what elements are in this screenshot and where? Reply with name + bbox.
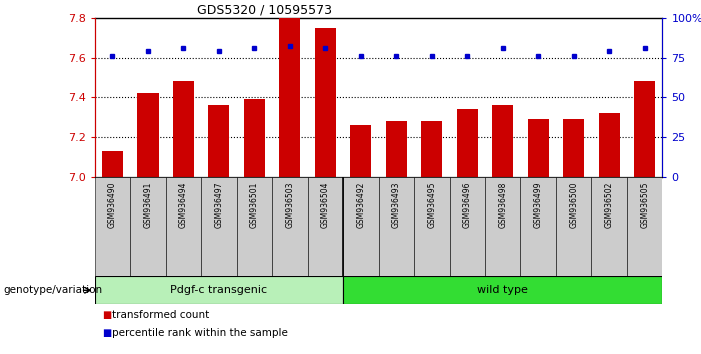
Bar bbox=[201, 177, 237, 276]
Bar bbox=[627, 177, 662, 276]
Bar bbox=[520, 177, 556, 276]
Text: GSM936502: GSM936502 bbox=[605, 182, 613, 228]
Bar bbox=[272, 177, 308, 276]
Bar bbox=[279, 18, 301, 177]
Text: GSM936501: GSM936501 bbox=[250, 182, 259, 228]
Bar bbox=[634, 81, 655, 177]
Bar bbox=[236, 177, 272, 276]
Bar bbox=[563, 119, 585, 177]
Text: GDS5320 / 10595573: GDS5320 / 10595573 bbox=[197, 4, 332, 17]
Text: GSM936504: GSM936504 bbox=[321, 182, 329, 228]
Bar bbox=[379, 177, 414, 276]
Text: GSM936499: GSM936499 bbox=[533, 182, 543, 228]
Bar bbox=[315, 28, 336, 177]
Text: genotype/variation: genotype/variation bbox=[4, 285, 102, 295]
Bar bbox=[172, 81, 194, 177]
Text: GSM936496: GSM936496 bbox=[463, 182, 472, 228]
Bar bbox=[528, 119, 549, 177]
Text: Pdgf-c transgenic: Pdgf-c transgenic bbox=[170, 285, 267, 295]
Text: GSM936495: GSM936495 bbox=[428, 182, 436, 228]
Text: ■: ■ bbox=[102, 310, 111, 320]
Text: GSM936503: GSM936503 bbox=[285, 182, 294, 228]
Text: transformed count: transformed count bbox=[112, 310, 210, 320]
Bar bbox=[208, 105, 229, 177]
Bar bbox=[599, 113, 620, 177]
Bar bbox=[343, 276, 662, 304]
Text: GSM936490: GSM936490 bbox=[108, 182, 117, 228]
Bar bbox=[350, 125, 372, 177]
Bar bbox=[137, 93, 158, 177]
Bar bbox=[485, 177, 520, 276]
Text: wild type: wild type bbox=[477, 285, 528, 295]
Bar bbox=[386, 121, 407, 177]
Bar bbox=[102, 151, 123, 177]
Text: GSM936492: GSM936492 bbox=[356, 182, 365, 228]
Bar bbox=[244, 99, 265, 177]
Text: ■: ■ bbox=[102, 328, 111, 338]
Bar bbox=[456, 109, 478, 177]
Text: GSM936505: GSM936505 bbox=[640, 182, 649, 228]
Bar bbox=[308, 177, 343, 276]
Bar bbox=[165, 177, 201, 276]
Text: GSM936494: GSM936494 bbox=[179, 182, 188, 228]
Text: GSM936493: GSM936493 bbox=[392, 182, 401, 228]
Bar bbox=[492, 105, 513, 177]
Bar bbox=[556, 177, 592, 276]
Bar bbox=[95, 177, 130, 276]
Text: GSM936491: GSM936491 bbox=[144, 182, 152, 228]
Text: GSM936500: GSM936500 bbox=[569, 182, 578, 228]
Bar bbox=[343, 177, 379, 276]
Bar bbox=[130, 177, 165, 276]
Text: GSM936498: GSM936498 bbox=[498, 182, 508, 228]
Bar bbox=[414, 177, 449, 276]
Text: GSM936497: GSM936497 bbox=[215, 182, 224, 228]
Bar bbox=[449, 177, 485, 276]
Bar bbox=[95, 276, 343, 304]
Bar bbox=[592, 177, 627, 276]
Text: percentile rank within the sample: percentile rank within the sample bbox=[112, 328, 288, 338]
Bar bbox=[421, 121, 442, 177]
